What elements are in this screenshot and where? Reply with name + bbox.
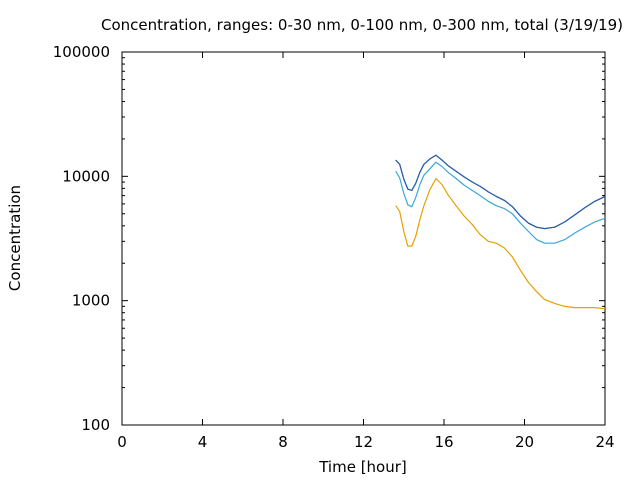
y-tick-label-2: 10000 <box>62 167 110 185</box>
x-axis: 0 4 8 12 16 20 24 <box>117 52 615 451</box>
chart-title: Concentration, ranges: 0-30 nm, 0-100 nm… <box>101 16 623 34</box>
series-layer <box>395 154 606 310</box>
x-tick-label-5: 20 <box>515 433 534 451</box>
y-tick-label-3: 100000 <box>53 43 110 61</box>
x-axis-label: Time [hour] <box>318 458 407 476</box>
y-tick-label-1: 1000 <box>72 292 110 310</box>
x-tick-label-4: 16 <box>434 433 453 451</box>
x-tick-label-0: 0 <box>117 433 127 451</box>
x-tick-label-2: 8 <box>278 433 288 451</box>
series-line-3 <box>395 154 606 229</box>
x-tick-label-6: 24 <box>595 433 614 451</box>
y-axis: 100 1000 10000 100000 <box>53 43 605 434</box>
series-line-0 <box>395 177 606 310</box>
x-tick-label-3: 12 <box>354 433 373 451</box>
x-tick-label-1: 4 <box>198 433 208 451</box>
y-tick-label-0: 100 <box>81 416 110 434</box>
plot-frame <box>121 51 606 426</box>
series-line-1 <box>395 161 606 244</box>
y-axis-label: Concentration <box>6 185 24 291</box>
series-line-2 <box>395 154 606 230</box>
